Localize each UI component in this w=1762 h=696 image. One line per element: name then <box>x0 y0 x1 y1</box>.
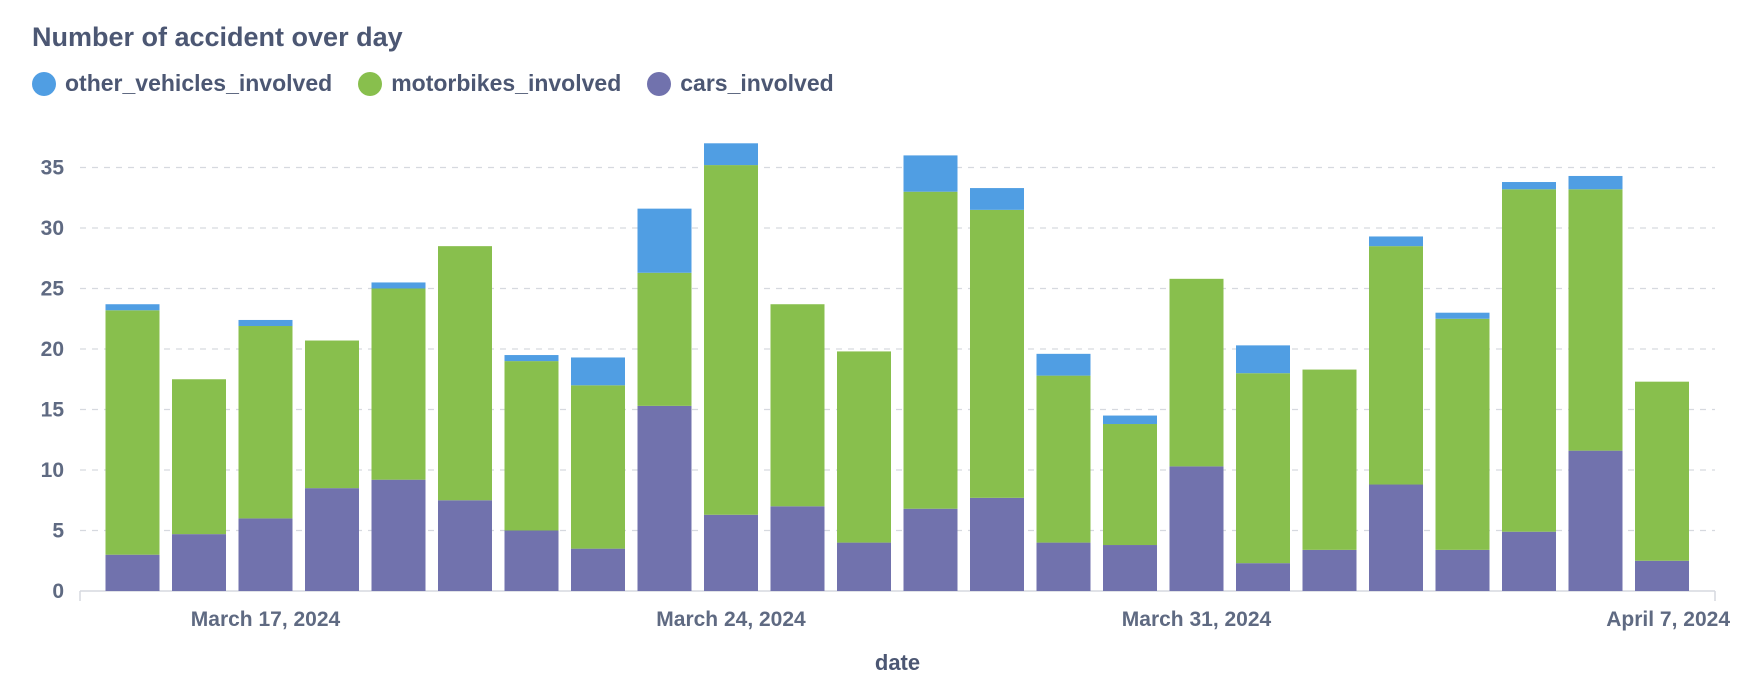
bar-motorbikes-involved <box>1369 246 1423 485</box>
bar-other-vehicles-involved <box>1236 345 1290 374</box>
x-tick-label: March 24, 2024 <box>656 608 806 631</box>
bar-motorbikes-involved <box>1236 373 1290 564</box>
bar-cars-involved <box>970 497 1024 591</box>
bar-other-vehicles-involved <box>1369 236 1423 247</box>
bar-motorbikes-involved <box>1435 318 1490 550</box>
bar-cars-involved <box>1435 549 1490 591</box>
y-tick-label: 30 <box>41 217 64 240</box>
bar-motorbikes-involved <box>1568 189 1623 451</box>
legend-label: other_vehicles_involved <box>65 70 333 96</box>
bar-other-vehicles-involved <box>1568 175 1623 190</box>
bar-motorbikes-involved <box>438 246 492 501</box>
bar-cars-involved <box>1103 545 1157 591</box>
bar-other-vehicles-involved <box>903 155 958 192</box>
bar-cars-involved <box>238 518 293 591</box>
bar-motorbikes-involved <box>172 379 226 535</box>
bar-motorbikes-involved <box>1103 424 1157 546</box>
bar-other-vehicles-involved <box>1036 353 1091 376</box>
bar-other-vehicles-involved <box>1502 182 1556 190</box>
legend: other_vehicles_involved motorbikes_involv… <box>32 70 860 97</box>
bar-motorbikes-involved <box>903 191 958 509</box>
bar-cars-involved <box>770 506 825 591</box>
bar-other-vehicles-involved <box>571 357 625 386</box>
bar-motorbikes-involved <box>571 385 625 549</box>
y-tick-label: 0 <box>52 580 64 603</box>
bar-motorbikes-involved <box>371 288 426 480</box>
bar-other-vehicles-involved <box>105 304 160 311</box>
bar-motorbikes-involved <box>1302 369 1357 550</box>
bar-other-vehicles-involved <box>504 355 559 362</box>
bar-motorbikes-involved <box>837 351 891 543</box>
x-tick-label: March 17, 2024 <box>191 608 341 631</box>
bar-cars-involved <box>1502 531 1556 591</box>
legend-label: motorbikes_involved <box>391 70 622 96</box>
bar-motorbikes-involved <box>637 272 692 406</box>
bar-cars-involved <box>637 405 692 591</box>
bar-cars-involved <box>1169 466 1224 591</box>
y-tick-label: 10 <box>41 459 64 482</box>
bar-motorbikes-involved <box>770 304 825 507</box>
bar-other-vehicles-involved <box>371 282 426 289</box>
bar-cars-involved <box>1302 549 1357 591</box>
legend-label: cars_involved <box>680 70 834 96</box>
bar-motorbikes-involved <box>1635 381 1689 561</box>
bar-cars-involved <box>1236 563 1290 591</box>
bar-motorbikes-involved <box>105 310 160 555</box>
y-tick-label: 35 <box>41 157 65 180</box>
bar-motorbikes-involved <box>704 165 758 515</box>
bar-cars-involved <box>172 534 226 591</box>
bar-cars-involved <box>837 542 891 591</box>
bar-other-vehicles-involved <box>1103 415 1157 425</box>
y-tick-label: 25 <box>41 278 65 301</box>
bar-cars-involved <box>1568 450 1623 591</box>
bar-cars-involved <box>1036 542 1091 591</box>
bar-cars-involved <box>504 530 559 591</box>
bar-cars-involved <box>105 554 160 591</box>
chart-title: Number of accident over day <box>32 22 403 52</box>
bar-cars-involved <box>438 500 492 591</box>
y-tick-label: 20 <box>41 338 64 361</box>
legend-item[interactable]: cars_involved <box>647 70 834 97</box>
legend-item[interactable]: motorbikes_involved <box>358 70 621 97</box>
x-tick-label: March 31, 2024 <box>1122 608 1272 631</box>
bar-cars-involved <box>371 479 426 591</box>
bar-cars-involved <box>305 488 359 591</box>
bar-other-vehicles-involved <box>970 188 1024 210</box>
x-tick-label: April 7, 2024 <box>1606 608 1730 631</box>
legend-swatch <box>647 71 672 96</box>
bar-motorbikes-involved <box>1169 278 1224 467</box>
bar-other-vehicles-involved <box>238 319 293 327</box>
bar-motorbikes-involved <box>305 340 359 489</box>
bar-other-vehicles-involved <box>637 208 692 273</box>
legend-swatch <box>358 71 383 96</box>
bar-cars-involved <box>903 508 958 591</box>
bar-motorbikes-involved <box>1502 189 1556 532</box>
bar-motorbikes-involved <box>1036 375 1091 543</box>
bar-other-vehicles-involved <box>1435 312 1490 319</box>
y-tick-label: 15 <box>41 399 65 422</box>
x-axis-title: date <box>875 650 920 675</box>
bar-cars-involved <box>1635 560 1689 591</box>
bar-motorbikes-involved <box>238 326 293 519</box>
legend-item[interactable]: other_vehicles_involved <box>32 70 332 97</box>
y-tick-label: 5 <box>52 520 64 543</box>
bar-cars-involved <box>704 514 758 591</box>
bar-motorbikes-involved <box>970 209 1024 498</box>
bar-cars-involved <box>571 548 625 591</box>
bar-motorbikes-involved <box>504 361 559 531</box>
legend-swatch <box>32 71 56 96</box>
bar-other-vehicles-involved <box>704 143 758 166</box>
bar-cars-involved <box>1369 484 1423 591</box>
